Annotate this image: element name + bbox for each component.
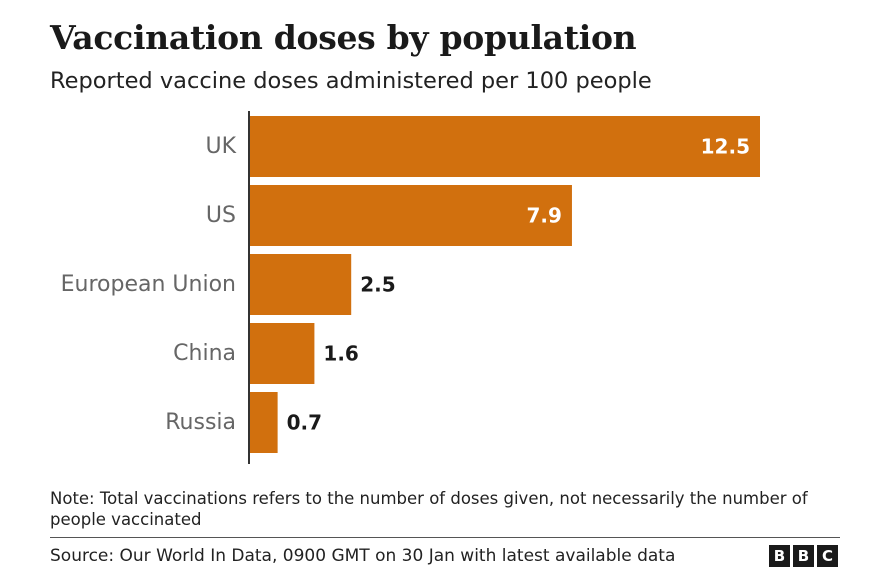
bar-chart: UK 12.5 US 7.9 European Union 2.5 China 1.6 Russ… bbox=[61, 111, 760, 464]
value-label: 0.7 bbox=[287, 411, 322, 435]
value-label: 7.9 bbox=[527, 204, 562, 228]
category-label: Russia bbox=[165, 410, 236, 435]
value-label: 2.5 bbox=[360, 273, 395, 297]
value-label: 1.6 bbox=[323, 342, 358, 366]
chart-subtitle: Reported vaccine doses administered per … bbox=[50, 68, 652, 94]
chart-source: Source: Our World In Data, 0900 GMT on 3… bbox=[50, 546, 676, 566]
bar-us bbox=[249, 185, 572, 246]
category-label: China bbox=[173, 341, 236, 366]
category-label: UK bbox=[205, 134, 236, 159]
bar-european-union bbox=[249, 254, 352, 315]
bbc-logo-letter-1: B bbox=[769, 545, 790, 567]
bbc-logo: B B C bbox=[769, 545, 838, 567]
bbc-logo-letter-3: C bbox=[817, 545, 838, 567]
bar-russia bbox=[249, 392, 278, 453]
bar-uk bbox=[249, 116, 760, 177]
chart-note: Note: Total vaccinations refers to the n… bbox=[50, 489, 808, 529]
bbc-logo-letter-2: B bbox=[793, 545, 814, 567]
chart-title: Vaccination doses by population bbox=[50, 18, 637, 57]
category-label: US bbox=[206, 203, 236, 228]
footer-divider bbox=[50, 537, 840, 538]
bar-china bbox=[249, 323, 315, 384]
value-label: 12.5 bbox=[701, 135, 750, 159]
category-label: European Union bbox=[61, 272, 236, 297]
